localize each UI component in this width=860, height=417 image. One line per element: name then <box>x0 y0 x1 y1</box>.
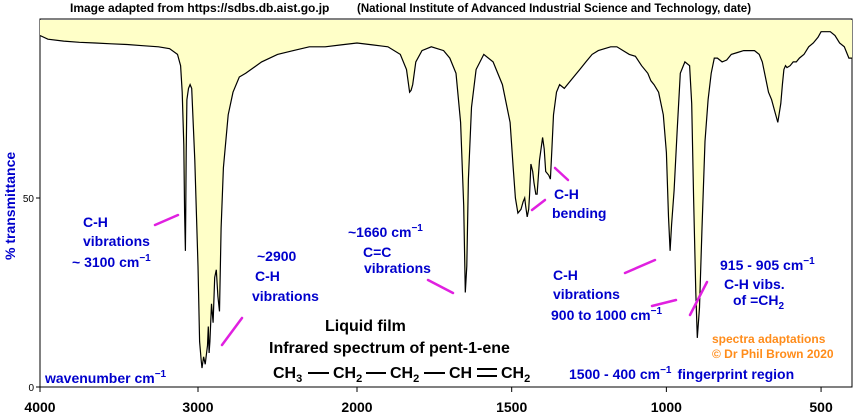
x-tick-label: 1500 <box>496 399 527 415</box>
annotation-ch-900-1000-sup: −1 <box>651 306 663 317</box>
annotation-ch-915-905-l3: of =CH <box>733 292 779 308</box>
annotation-ch-915-905: 915 - 905 cm−1 C-H vibs. of =CH2 <box>720 251 819 312</box>
annotation-ch-3100-sup: −1 <box>139 253 151 264</box>
pointer-fingerprint <box>650 298 678 308</box>
pointer-2900 <box>220 316 244 347</box>
annotation-cc-1660-l1: ~1660 cm <box>348 224 411 240</box>
formula-g2: CH <box>333 365 356 382</box>
formula-g3: CH <box>390 365 413 382</box>
formula-bonds <box>308 368 497 377</box>
annotation-ch-915-905-sub: 2 <box>779 301 785 312</box>
annotation-cc-1660: ~1660 cm−1 C=C vibrations <box>348 218 431 276</box>
header-bar <box>0 0 860 17</box>
formula-s1: 3 <box>296 373 302 385</box>
annotation-ch-900-1000-l3: 900 to 1000 cm <box>551 307 651 323</box>
plot-frame <box>39 18 853 388</box>
y-tick-label: 50 <box>23 194 35 205</box>
x-tick-label: 4000 <box>24 399 55 415</box>
annotation-ch-900-1000: C-H vibrations 900 to 1000 cm−1 <box>551 267 662 323</box>
annotation-ch-915-905-sup: −1 <box>803 256 815 267</box>
credit-line-1: spectra adaptations <box>712 332 826 346</box>
annotation-ch-2900-l1: ~2900 <box>257 248 297 264</box>
annotation-ch-2900-l2: C-H <box>255 268 280 284</box>
spectrum-line <box>39 31 852 369</box>
axis-ticks: 4000 3000 2000 1500 1000 500 0 50 <box>23 194 833 415</box>
pointer-3100 <box>153 213 180 227</box>
header-source-text: Image adapted from https://sdbs.db.aist.… <box>70 1 329 15</box>
x-tick-label: 3000 <box>182 399 213 415</box>
pointer-bending-a <box>553 166 570 182</box>
chart-title: Infrared spectrum of pent-1-ene <box>269 340 510 357</box>
annotation-ch-900-1000-l1: C-H <box>553 267 578 283</box>
spectrum-fill-area <box>40 20 852 369</box>
annotation-ch-2900: ~2900 C-H vibrations <box>252 248 319 304</box>
annotation-ch-3100-l2: vibrations <box>83 233 150 249</box>
annotation-ch-3100: C-H vibrations ~ 3100 cm−1 <box>72 214 154 270</box>
annotation-ch-bending-l2: bending <box>552 205 606 221</box>
annotation-ch-2900-l3: vibrations <box>252 288 319 304</box>
annotation-cc-1660-sup: −1 <box>411 223 423 234</box>
annotation-cc-1660-l3: vibrations <box>364 260 431 276</box>
formula-text: CH3 CH2 CH2 CH CH2 <box>273 365 530 386</box>
x-tick-label: 2000 <box>341 399 372 415</box>
x-axis-label-sup: −1 <box>155 369 167 380</box>
x-tick-label: 1000 <box>651 399 682 415</box>
fingerprint-range: 1500 - 400 cm <box>569 366 660 382</box>
fingerprint-tail: fingerprint region <box>677 366 794 382</box>
y-tick-label: 0 <box>28 383 34 394</box>
x-axis-label: wavenumber cm−1 <box>44 369 167 386</box>
fingerprint-region-label: 1500 - 400 cm−1 fingerprint region <box>569 365 794 382</box>
pointer-bending-b <box>530 198 547 212</box>
annotation-ch-bending: C-H bending <box>552 186 606 221</box>
structural-formula: CH3 CH2 CH2 CH CH2 <box>273 365 530 386</box>
formula-s2: 2 <box>356 373 362 385</box>
y-axis-label: % transmittance <box>2 152 18 260</box>
annotation-ch-3100-l3: ~ 3100 cm <box>72 254 139 270</box>
annotation-ch-bending-l1: C-H <box>554 186 579 202</box>
header-institute-text: (National Institute of Advanced Industri… <box>357 3 751 15</box>
x-tick-label: 500 <box>809 399 833 415</box>
pointer-900-1000 <box>623 258 657 275</box>
formula-g4: CH <box>449 365 472 382</box>
credit-line-2: © Dr Phil Brown 2020 <box>712 347 834 361</box>
annotation-ch-900-1000-l2: vibrations <box>553 286 620 302</box>
x-axis-label-text: wavenumber cm <box>44 370 155 386</box>
pointer-1660 <box>426 278 455 295</box>
chart-subtitle: Liquid film <box>325 318 406 335</box>
formula-s3: 2 <box>413 373 419 385</box>
annotation-pointers <box>153 166 709 347</box>
pointer-905 <box>688 280 709 317</box>
formula-g5: CH <box>501 365 524 382</box>
annotation-cc-1660-l2: C=C <box>363 244 391 260</box>
formula-s5: 2 <box>524 373 530 385</box>
annotation-ch-3100-l1: C-H <box>83 214 108 230</box>
formula-g1: CH <box>273 365 296 382</box>
annotation-ch-915-905-l2: C-H vibs. <box>724 276 785 292</box>
fingerprint-sup: −1 <box>660 365 672 376</box>
annotation-ch-915-905-l1: 915 - 905 cm <box>720 257 803 273</box>
